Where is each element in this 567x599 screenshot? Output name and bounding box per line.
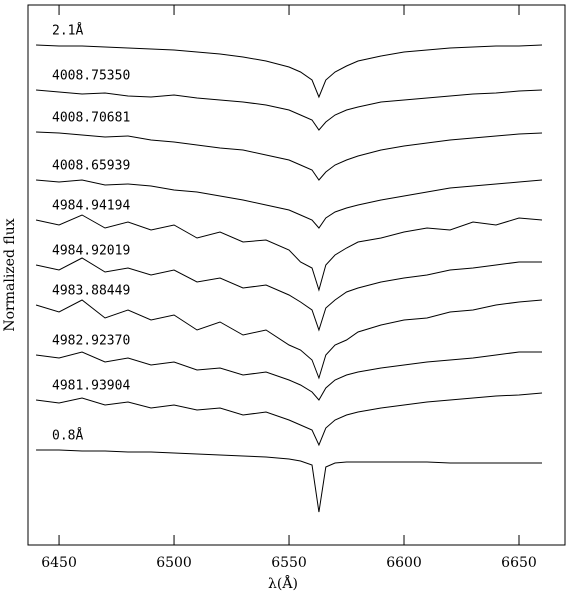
spectrum-line: [36, 44, 543, 99]
x-tick-label: 6550: [271, 555, 307, 571]
spectrum-label: 4008.65939: [52, 159, 130, 174]
x-tick-label: 6600: [386, 555, 422, 571]
spectrum-label: 4984.94194: [52, 199, 130, 214]
plot-frame: [27, 4, 566, 546]
x-tick-label: 6500: [156, 555, 192, 571]
spectrum-label: 0.8Å: [52, 428, 83, 444]
spectrum-line: [35, 392, 543, 447]
spectrum-label: 4984.92019: [52, 244, 130, 259]
spectrum-label: 4981.93904: [52, 379, 130, 394]
spectrum-label: 4983.88449: [52, 284, 130, 299]
y-axis-title: Normalized flux: [2, 218, 18, 331]
spectrum-line: [36, 89, 543, 131]
spectrum-line: [35, 351, 543, 401]
spectrum-line: [35, 257, 543, 332]
spectrum-label: 4982.92370: [52, 334, 130, 349]
spectrum-label: 2.1Å: [52, 23, 83, 39]
spectrum-line: [36, 179, 543, 229]
x-tick-label: 6450: [41, 555, 77, 571]
spectrum-line: [36, 449, 543, 513]
spectrum-line: [36, 131, 543, 181]
spectrum-label: 4008.70681: [52, 111, 130, 126]
spectrum-label: 4008.75350: [52, 69, 130, 84]
x-axis-title: λ(Å): [268, 574, 298, 592]
spectrum-line: [35, 299, 543, 380]
spectrum-line: [35, 214, 543, 292]
x-tick-label: 6650: [501, 555, 537, 571]
